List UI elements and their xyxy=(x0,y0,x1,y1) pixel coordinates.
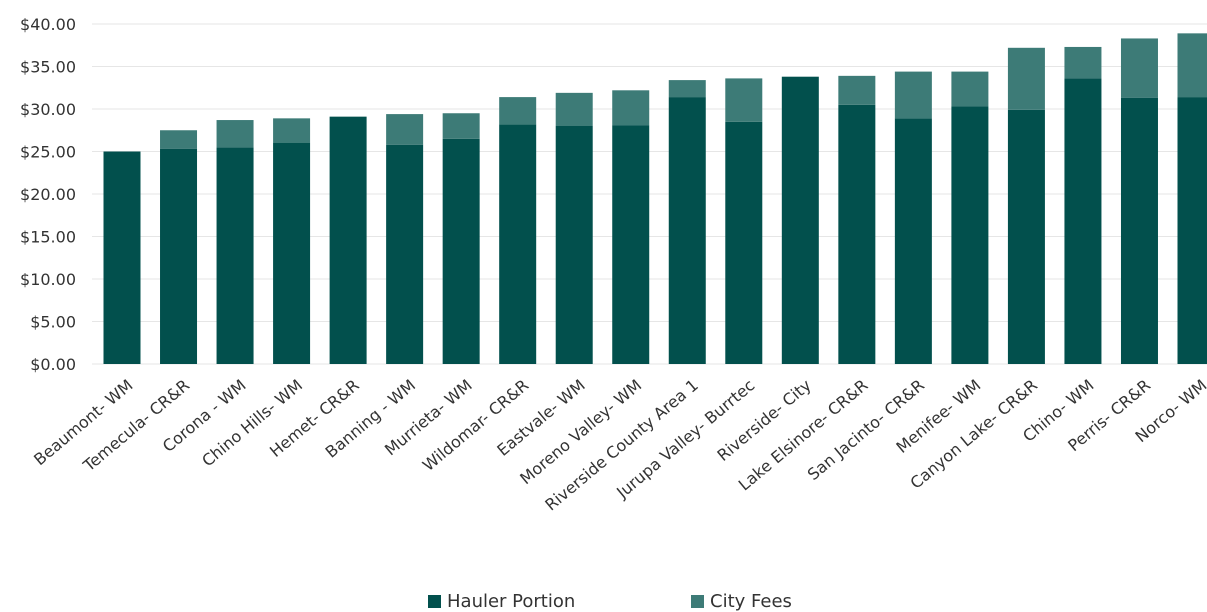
bar-city-fees xyxy=(1121,38,1158,97)
bar-city-fees xyxy=(386,114,423,145)
bar-hauler-portion xyxy=(386,145,423,364)
bar-city-fees xyxy=(612,90,649,125)
bar-hauler-portion xyxy=(273,143,310,364)
bar-city-fees xyxy=(669,80,706,97)
legend-item-city-fees: City Fees xyxy=(691,590,792,612)
bar-hauler-portion xyxy=(669,97,706,364)
y-tick-label: $15.00 xyxy=(20,228,76,247)
bar-hauler-portion xyxy=(217,147,254,364)
bar-hauler-portion xyxy=(1178,97,1207,364)
legend-label-hauler-portion: Hauler Portion xyxy=(447,591,575,612)
y-tick-label: $35.00 xyxy=(20,58,76,77)
y-tick-label: $25.00 xyxy=(20,143,76,162)
bar-city-fees xyxy=(443,113,480,139)
bar-city-fees xyxy=(160,130,197,149)
bar-city-fees xyxy=(1064,47,1101,78)
legend-swatch-city-fees xyxy=(691,595,704,608)
bar-city-fees xyxy=(725,78,762,121)
y-tick-label: $40.00 xyxy=(20,15,76,34)
legend-item-hauler-portion: Hauler Portion xyxy=(428,590,575,612)
y-tick-label: $20.00 xyxy=(20,185,76,204)
bar-hauler-portion xyxy=(612,125,649,364)
bar-hauler-portion xyxy=(330,117,367,364)
y-axis: $0.00 $5.00 $10.00 $15.00 $20.00 $25.00 $30.00… xyxy=(20,15,76,374)
x-tick-label: Beaumont- WM xyxy=(30,376,136,470)
bar-hauler-portion xyxy=(951,106,988,364)
y-tick-label: $30.00 xyxy=(20,100,76,119)
x-tick-label: Chino Hills- WM xyxy=(198,376,306,471)
y-tick-label: $10.00 xyxy=(20,270,76,289)
bar-hauler-portion xyxy=(443,139,480,364)
bar-hauler-portion xyxy=(1008,110,1045,364)
bar-hauler-portion xyxy=(1064,78,1101,364)
bar-city-fees xyxy=(499,97,536,124)
bar-hauler-portion xyxy=(556,126,593,364)
bar-hauler-portion xyxy=(895,118,932,364)
bar-city-fees xyxy=(217,120,254,147)
bar-city-fees xyxy=(838,76,875,105)
bar-city-fees xyxy=(1008,48,1045,110)
bar-hauler-portion xyxy=(782,77,819,364)
bar-hauler-portion xyxy=(1121,98,1158,364)
bar-hauler-portion xyxy=(838,105,875,364)
bar-city-fees xyxy=(556,93,593,126)
bar-hauler-portion xyxy=(499,124,536,364)
legend-label-city-fees: City Fees xyxy=(710,591,792,612)
legend-swatch-hauler-portion xyxy=(428,595,441,608)
bar-hauler-portion xyxy=(104,152,141,365)
x-tick-label: Wildomar- CR&R xyxy=(419,376,532,475)
bar-city-fees xyxy=(951,72,988,107)
legend: Hauler Portion City Fees xyxy=(0,590,1207,612)
bars xyxy=(104,33,1207,364)
bar-city-fees xyxy=(895,72,932,119)
bar-city-fees xyxy=(273,118,310,143)
y-tick-label: $0.00 xyxy=(30,355,76,374)
bar-hauler-portion xyxy=(160,149,197,364)
bar-city-fees xyxy=(1178,33,1207,97)
y-tick-label: $5.00 xyxy=(30,313,76,332)
bar-hauler-portion xyxy=(725,122,762,364)
